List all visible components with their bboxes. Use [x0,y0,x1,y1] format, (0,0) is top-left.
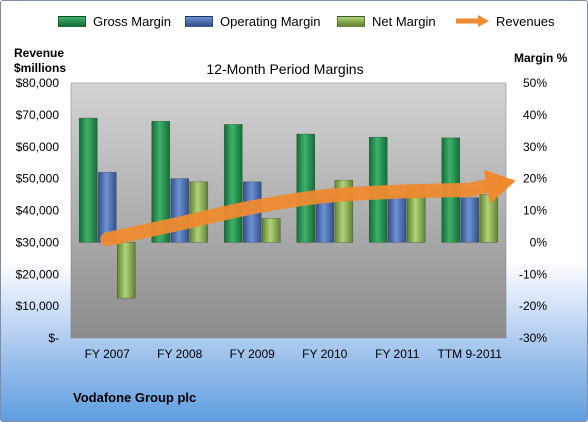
right-axis-title: Margin % [514,51,568,65]
gross-margin-bar [296,133,316,243]
revenues-arrowhead [483,169,516,204]
revenues-point [106,238,108,240]
gross-margin-bar [151,120,171,243]
left-axis-title: Revenue $millions [14,46,66,76]
revenues-point [396,191,398,193]
legend-swatch-operating [185,15,213,27]
x-axis-tick-label: FY 2011 [375,347,420,361]
left-axis-tick-label: $- [48,331,59,345]
legend-swatch-gross [58,15,86,27]
revenues-point [179,223,181,225]
revenues-line [100,178,495,247]
net-margin-bar [116,242,136,299]
gross-margin-bar [78,117,98,243]
right-axis-tick-label: 40% [523,108,547,122]
left-axis-tick-label: $30,000 [16,235,60,249]
legend-label-revenues: Revenues [496,13,555,29]
operating-margin-bar [460,197,480,243]
right-axis-tick-label: -30% [519,331,547,345]
legend-item-gross: Gross Margin [58,11,171,31]
legend-item-operating: Operating Margin [185,11,320,31]
operating-margin-bar [387,195,407,243]
company-name: Vodafone Group plc [73,390,197,405]
x-axis-tick-label: FY 2009 [230,347,275,361]
x-axis-tick-label: FY 2008 [157,347,202,361]
right-axis-tick-label: 0% [530,235,548,249]
chart-title: 12-Month Period Margins [206,61,363,77]
legend-label-operating: Operating Margin [220,13,321,29]
right-axis-tick-label: 30% [523,140,547,154]
right-axis-tick-label: -20% [519,299,547,313]
revenues-point [469,189,471,191]
right-axis-tick-label: 50% [523,76,547,90]
right-axis-tick-label: 20% [523,172,547,186]
left-axis-tick-label: $80,000 [16,76,60,90]
legend-item-revenues: Revenues [454,11,555,31]
operating-margin-bar [170,178,190,243]
legend-label-gross: Gross Margin [93,13,172,29]
net-margin-bar [479,194,499,243]
legend: Gross Margin Operating Margin Net Margin… [1,11,587,31]
legend-item-net: Net Margin [337,11,436,31]
left-axis-tick-label: $10,000 [16,299,60,313]
gross-margin-bar [223,124,243,243]
x-axis-tick-label: TTM 9-2011 [438,347,503,361]
x-axis-tick-label: FY 2007 [85,347,130,361]
left-axis-tick-label: $60,000 [16,140,60,154]
revenues-point [324,195,326,197]
legend-label-net: Net Margin [372,13,436,29]
legend-swatch-net [337,15,365,27]
right-axis-tick-label: 10% [523,204,547,218]
left-axis-tick-label: $50,000 [16,172,60,186]
x-axis-tick-label: FY 2010 [302,347,347,361]
revenues-point [251,206,253,208]
left-axis-title-line1: Revenue [14,46,65,60]
net-margin-bar [261,218,281,243]
left-axis-title-line2: $millions [14,61,67,75]
legend-arrow-icon [456,15,489,27]
left-axis-tick-label: $70,000 [16,108,60,122]
left-axis-tick-label: $20,000 [16,267,60,281]
left-axis-tick-label: $40,000 [16,204,60,218]
plot-area [70,82,507,339]
right-axis-tick-label: -10% [519,267,547,281]
